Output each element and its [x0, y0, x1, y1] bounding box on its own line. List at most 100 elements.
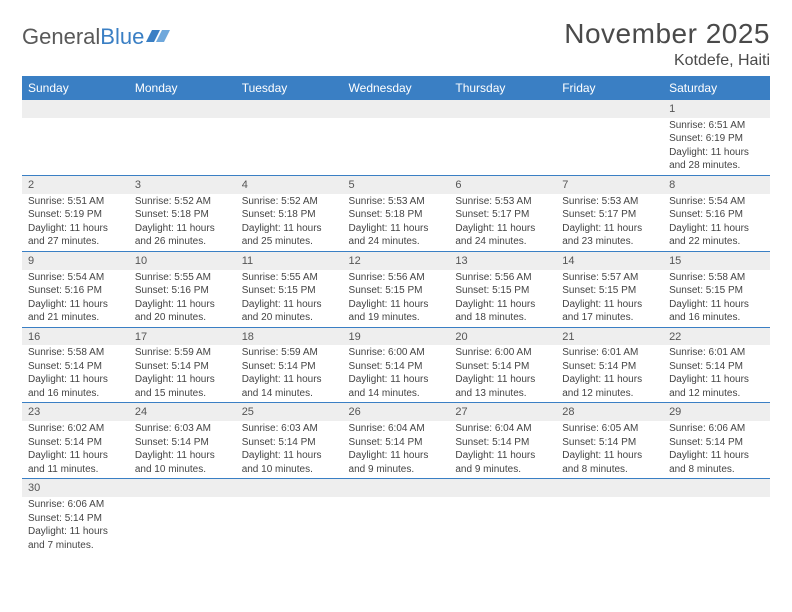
calendar-day-cell: 19Sunrise: 6:00 AMSunset: 5:14 PMDayligh…: [343, 327, 450, 403]
calendar-table: SundayMondayTuesdayWednesdayThursdayFrid…: [22, 76, 770, 554]
daylight-line: Daylight: 11 hours and 12 minutes.: [669, 373, 764, 400]
day-number: [556, 100, 663, 118]
calendar-empty-cell: [343, 100, 450, 175]
page-title: November 2025: [564, 18, 770, 50]
day-number: 12: [343, 252, 450, 270]
calendar-day-cell: 28Sunrise: 6:05 AMSunset: 5:14 PMDayligh…: [556, 403, 663, 479]
weekday-header: Friday: [556, 76, 663, 100]
calendar-day-cell: 23Sunrise: 6:02 AMSunset: 5:14 PMDayligh…: [22, 403, 129, 479]
sunset-line: Sunset: 5:14 PM: [28, 512, 123, 526]
weekday-header: Sunday: [22, 76, 129, 100]
day-number: [343, 100, 450, 118]
sunrise-line: Sunrise: 6:04 AM: [455, 422, 550, 436]
calendar-week-row: 1Sunrise: 6:51 AMSunset: 6:19 PMDaylight…: [22, 100, 770, 175]
sunrise-line: Sunrise: 6:01 AM: [562, 346, 657, 360]
sunrise-line: Sunrise: 5:53 AM: [562, 195, 657, 209]
daylight-line: Daylight: 11 hours and 19 minutes.: [349, 298, 444, 325]
day-number: 29: [663, 403, 770, 421]
sunset-line: Sunset: 5:14 PM: [562, 360, 657, 374]
sunrise-line: Sunrise: 5:54 AM: [669, 195, 764, 209]
sunrise-line: Sunrise: 6:02 AM: [28, 422, 123, 436]
sunrise-line: Sunrise: 6:00 AM: [349, 346, 444, 360]
day-number: 9: [22, 252, 129, 270]
sunset-line: Sunset: 5:14 PM: [349, 360, 444, 374]
sunrise-line: Sunrise: 6:05 AM: [562, 422, 657, 436]
calendar-empty-cell: [236, 479, 343, 554]
calendar-week-row: 16Sunrise: 5:58 AMSunset: 5:14 PMDayligh…: [22, 327, 770, 403]
day-number: 6: [449, 176, 556, 194]
calendar-empty-cell: [449, 479, 556, 554]
header: GeneralBlue November 2025 Kotdefe, Haiti: [22, 18, 770, 70]
calendar-empty-cell: [236, 100, 343, 175]
daylight-line: Daylight: 11 hours and 27 minutes.: [28, 222, 123, 249]
daylight-line: Daylight: 11 hours and 8 minutes.: [562, 449, 657, 476]
daylight-line: Daylight: 11 hours and 20 minutes.: [135, 298, 230, 325]
sunrise-line: Sunrise: 6:51 AM: [669, 119, 764, 133]
day-details: Sunrise: 6:06 AMSunset: 5:14 PMDaylight:…: [663, 421, 770, 478]
calendar-day-cell: 15Sunrise: 5:58 AMSunset: 5:15 PMDayligh…: [663, 251, 770, 327]
sunrise-line: Sunrise: 5:56 AM: [349, 271, 444, 285]
weekday-header: Thursday: [449, 76, 556, 100]
day-details: Sunrise: 5:51 AMSunset: 5:19 PMDaylight:…: [22, 194, 129, 251]
day-number: 17: [129, 328, 236, 346]
calendar-week-row: 9Sunrise: 5:54 AMSunset: 5:16 PMDaylight…: [22, 251, 770, 327]
day-details: Sunrise: 5:52 AMSunset: 5:18 PMDaylight:…: [236, 194, 343, 251]
daylight-line: Daylight: 11 hours and 14 minutes.: [349, 373, 444, 400]
calendar-day-cell: 9Sunrise: 5:54 AMSunset: 5:16 PMDaylight…: [22, 251, 129, 327]
calendar-day-cell: 20Sunrise: 6:00 AMSunset: 5:14 PMDayligh…: [449, 327, 556, 403]
day-number: 3: [129, 176, 236, 194]
sunset-line: Sunset: 5:17 PM: [562, 208, 657, 222]
daylight-line: Daylight: 11 hours and 13 minutes.: [455, 373, 550, 400]
day-number: 21: [556, 328, 663, 346]
calendar-day-cell: 2Sunrise: 5:51 AMSunset: 5:19 PMDaylight…: [22, 175, 129, 251]
sunset-line: Sunset: 5:14 PM: [242, 360, 337, 374]
calendar-empty-cell: [22, 100, 129, 175]
daylight-line: Daylight: 11 hours and 20 minutes.: [242, 298, 337, 325]
calendar-week-row: 30Sunrise: 6:06 AMSunset: 5:14 PMDayligh…: [22, 479, 770, 554]
sunrise-line: Sunrise: 5:56 AM: [455, 271, 550, 285]
sunset-line: Sunset: 5:14 PM: [562, 436, 657, 450]
day-details: Sunrise: 6:01 AMSunset: 5:14 PMDaylight:…: [556, 345, 663, 402]
sunset-line: Sunset: 5:17 PM: [455, 208, 550, 222]
sunrise-line: Sunrise: 6:03 AM: [242, 422, 337, 436]
daylight-line: Daylight: 11 hours and 16 minutes.: [28, 373, 123, 400]
calendar-week-row: 23Sunrise: 6:02 AMSunset: 5:14 PMDayligh…: [22, 403, 770, 479]
day-details: Sunrise: 5:53 AMSunset: 5:17 PMDaylight:…: [449, 194, 556, 251]
calendar-day-cell: 21Sunrise: 6:01 AMSunset: 5:14 PMDayligh…: [556, 327, 663, 403]
day-details: Sunrise: 5:59 AMSunset: 5:14 PMDaylight:…: [129, 345, 236, 402]
sunset-line: Sunset: 5:15 PM: [349, 284, 444, 298]
sunrise-line: Sunrise: 5:58 AM: [669, 271, 764, 285]
daylight-line: Daylight: 11 hours and 25 minutes.: [242, 222, 337, 249]
calendar-day-cell: 1Sunrise: 6:51 AMSunset: 6:19 PMDaylight…: [663, 100, 770, 175]
day-number: 24: [129, 403, 236, 421]
day-details: Sunrise: 5:52 AMSunset: 5:18 PMDaylight:…: [129, 194, 236, 251]
day-details: Sunrise: 5:54 AMSunset: 5:16 PMDaylight:…: [663, 194, 770, 251]
day-number: [22, 100, 129, 118]
weekday-header-row: SundayMondayTuesdayWednesdayThursdayFrid…: [22, 76, 770, 100]
daylight-line: Daylight: 11 hours and 10 minutes.: [242, 449, 337, 476]
day-number: [449, 479, 556, 497]
day-number: 25: [236, 403, 343, 421]
day-details: Sunrise: 6:06 AMSunset: 5:14 PMDaylight:…: [22, 497, 129, 554]
day-details: Sunrise: 5:53 AMSunset: 5:18 PMDaylight:…: [343, 194, 450, 251]
day-number: 27: [449, 403, 556, 421]
day-number: [236, 479, 343, 497]
day-number: 23: [22, 403, 129, 421]
day-number: 26: [343, 403, 450, 421]
calendar-day-cell: 27Sunrise: 6:04 AMSunset: 5:14 PMDayligh…: [449, 403, 556, 479]
day-details: Sunrise: 6:02 AMSunset: 5:14 PMDaylight:…: [22, 421, 129, 478]
weekday-header: Monday: [129, 76, 236, 100]
day-number: 4: [236, 176, 343, 194]
sunrise-line: Sunrise: 5:52 AM: [242, 195, 337, 209]
calendar-day-cell: 25Sunrise: 6:03 AMSunset: 5:14 PMDayligh…: [236, 403, 343, 479]
daylight-line: Daylight: 11 hours and 18 minutes.: [455, 298, 550, 325]
day-number: 16: [22, 328, 129, 346]
day-details: Sunrise: 5:55 AMSunset: 5:15 PMDaylight:…: [236, 270, 343, 327]
calendar-day-cell: 13Sunrise: 5:56 AMSunset: 5:15 PMDayligh…: [449, 251, 556, 327]
daylight-line: Daylight: 11 hours and 28 minutes.: [669, 146, 764, 173]
sunrise-line: Sunrise: 6:03 AM: [135, 422, 230, 436]
day-number: [663, 479, 770, 497]
day-number: 1: [663, 100, 770, 118]
day-details: Sunrise: 6:00 AMSunset: 5:14 PMDaylight:…: [449, 345, 556, 402]
daylight-line: Daylight: 11 hours and 22 minutes.: [669, 222, 764, 249]
